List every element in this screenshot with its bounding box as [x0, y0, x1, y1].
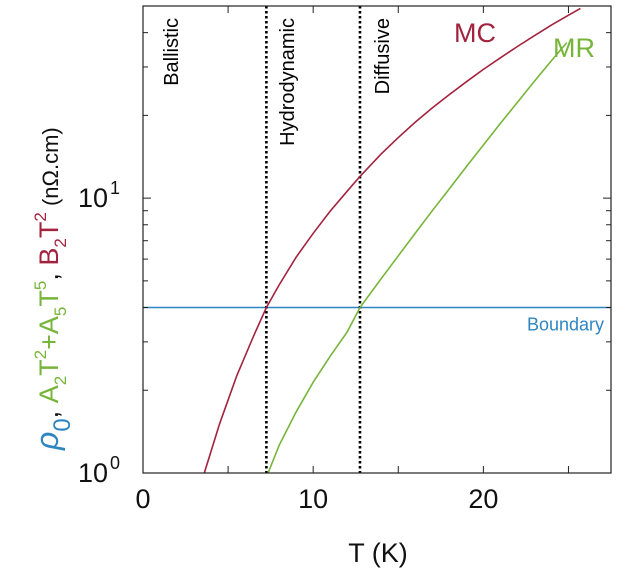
boundary-label: Boundary: [527, 315, 604, 335]
y-title-sep2: ,: [34, 266, 64, 281]
y-title-unit: (nΩ.cm): [38, 127, 63, 212]
x-tick-label: 10: [298, 484, 328, 514]
y-title-sep1: ,: [34, 403, 64, 418]
x-axis-title: T (K): [348, 538, 408, 568]
y-title-a5-sub: 5: [51, 307, 70, 316]
series-mc-line: [203, 7, 581, 474]
y-tick-label: 10 0: [78, 453, 120, 488]
y-title-t2b-sup: 2: [31, 212, 50, 221]
y-title-rho: ρ: [29, 432, 65, 451]
series-label-mr: MR: [553, 33, 595, 63]
y-title-t5-sup: 5: [31, 281, 50, 290]
y-tick-exponent: 0: [110, 453, 120, 473]
y-title-b2-sub: 2: [51, 238, 70, 247]
y-title-t2b: T: [34, 222, 64, 239]
y-title-b2: B: [34, 248, 64, 266]
y-tick-label: 10 1: [78, 178, 120, 213]
y-title-rho-sub: 0: [49, 418, 76, 431]
region-label-diffusive: Diffusive: [372, 18, 394, 94]
x-tick-label: 20: [468, 484, 498, 514]
y-title-plus: +A: [34, 316, 64, 350]
y-tick-exponent: 1: [110, 178, 120, 198]
y-tick-base: 10: [78, 458, 108, 488]
region-label-hydrodynamic: Hydrodynamic: [277, 18, 299, 146]
y-title-a2: A: [34, 385, 64, 403]
series-label-mc: MC: [454, 18, 496, 48]
y-title-t5: T: [34, 290, 64, 307]
x-tick-label: 0: [135, 484, 150, 514]
series-mr-line: [267, 42, 568, 474]
y-tick-base: 10: [78, 183, 108, 213]
y-title-t2-sup: 2: [31, 350, 50, 359]
y-axis-title: ρ0, A2T2+A5T5, B2T2 (nΩ.cm): [29, 127, 76, 451]
y-title-a2-sub: 2: [51, 376, 70, 385]
y-title-t2: T: [34, 359, 64, 376]
axes-box: [142, 5, 612, 474]
region-label-ballistic: Ballistic: [161, 18, 183, 86]
